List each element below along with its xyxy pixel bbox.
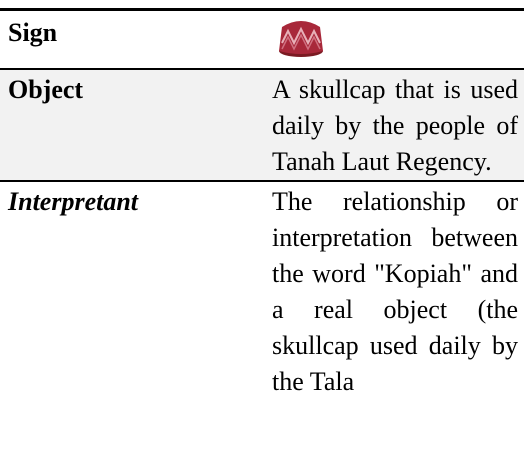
kopiah-icon bbox=[279, 21, 323, 57]
row-label: Interpretant bbox=[8, 187, 139, 216]
object-row: Object A skullcap that is used daily by … bbox=[0, 70, 524, 180]
row-label: Object bbox=[8, 75, 84, 104]
row-rule bbox=[0, 68, 524, 70]
row-label: Sign bbox=[8, 18, 58, 47]
sign-row: Sign bbox=[0, 11, 524, 68]
row-rule bbox=[0, 180, 524, 182]
row-text: The relationship or interpretation betwe… bbox=[272, 187, 518, 396]
row-text: A skullcap that is used daily by the peo… bbox=[272, 75, 518, 176]
table-top-rule bbox=[0, 8, 524, 11]
interpretant-row: Interpretant The relationship or interpr… bbox=[0, 182, 524, 470]
